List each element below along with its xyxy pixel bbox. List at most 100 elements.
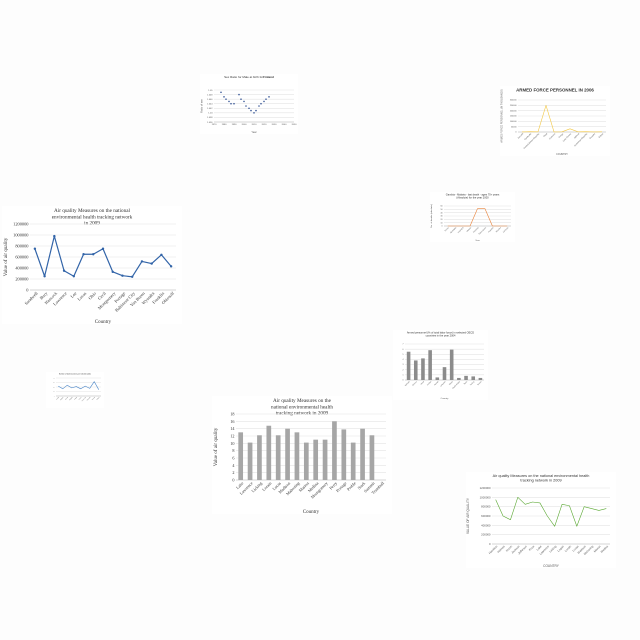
bar — [464, 375, 468, 380]
y-tick-label: 40 — [53, 377, 55, 379]
x-tick-label: Cote d'Ivoire — [562, 132, 573, 143]
bar — [303, 442, 309, 480]
x-tick-label: 2010 — [252, 124, 258, 126]
x-tick-label: Eritrea — [598, 132, 605, 139]
y-tick-label: 3 — [403, 364, 404, 366]
x-axis-label: Year — [251, 130, 256, 134]
line-point — [53, 234, 56, 238]
x-tick-label: Meningitis — [449, 226, 457, 234]
x-tick-label: Congo — [559, 133, 565, 139]
bar — [247, 442, 253, 480]
x-tick-label: Licking — [548, 544, 557, 553]
bar — [350, 442, 356, 480]
scatter-point — [265, 98, 267, 100]
bar — [285, 428, 290, 480]
scatter-point — [240, 98, 242, 100]
bar — [294, 432, 300, 480]
series-line — [447, 208, 508, 227]
y-tick-label: 14 — [230, 426, 235, 431]
y-tick-label: 600000 — [481, 514, 491, 518]
x-tick-label: 1990 — [232, 124, 238, 126]
x-tick-label: Bury — [39, 290, 49, 300]
x-tick-label: Syria — [464, 381, 468, 385]
y-tick-label: 60 — [441, 206, 443, 208]
x-tick-label: Knox — [528, 544, 536, 552]
y-tick-label: 600000 — [15, 255, 29, 260]
scatter-point — [223, 96, 225, 98]
x-tick-label: Huron — [505, 544, 514, 553]
chart-svg: Air quality Measures on the national env… — [466, 474, 610, 568]
y-tick-label: 10 — [230, 441, 234, 446]
x-tick-label: Lucas — [271, 480, 282, 491]
chart-svg: Gambia - Malaria - last death - ages 70+… — [430, 193, 511, 242]
chart-svg: ARMED FORCE PERSONNEL IN 2006 0 50000 10000… — [500, 87, 606, 156]
scatter-point — [220, 91, 222, 94]
x-tick-label: Stark — [356, 480, 366, 490]
x-tick-label: 2000 — [242, 124, 248, 126]
x-axis-label: Country — [95, 320, 112, 325]
y-tick-label: 400000 — [15, 266, 29, 271]
chart-title: Air quality Measures on the national envi… — [271, 398, 333, 416]
y-tick-label: 1.04 — [208, 113, 213, 115]
scatter-point — [263, 100, 265, 103]
x-tick-label: Malaria — [466, 227, 472, 233]
x-tick-label: Lucas — [571, 544, 580, 553]
bar — [435, 377, 440, 380]
bar — [322, 439, 328, 480]
y-tick-label: 2 — [403, 369, 404, 371]
x-tick-label: Lorain — [261, 480, 273, 492]
x-tick-label: Comoros — [549, 133, 556, 140]
y-tick-label: 1.048 — [207, 94, 213, 96]
y-tick-label: 18 — [230, 411, 234, 416]
y-tick-label: 1 — [403, 374, 404, 376]
y-tick-label: 0 — [26, 288, 29, 293]
x-tick-label: Lee — [69, 291, 77, 299]
x-tick-label: Belgium — [60, 397, 64, 401]
y-tick-label: 6 — [232, 455, 234, 460]
x-tick-label: Estonia — [91, 396, 96, 401]
line-point — [150, 262, 153, 265]
line-point — [82, 253, 85, 256]
y-tick-label: 50000 — [511, 126, 517, 128]
y-tick-label: 100000 — [510, 121, 518, 123]
x-tick-label: Yemen — [477, 381, 482, 386]
bar — [369, 435, 375, 480]
x-tick-label: Perry — [328, 480, 339, 491]
bar — [332, 421, 337, 480]
x-tick-label: Bahrain — [405, 381, 411, 387]
y-tick-label: 50 — [441, 209, 443, 211]
bar — [341, 429, 347, 480]
y-tick-label: 0 — [54, 395, 55, 397]
scatter-point — [225, 98, 227, 100]
x-tick-label: Lawrence — [539, 544, 551, 556]
x-tick-label: 1980 — [222, 124, 228, 126]
y-tick-label: 4 — [403, 359, 404, 361]
y-tick-label: 250000 — [510, 105, 518, 107]
y-tick-label: 2 — [232, 470, 234, 475]
y-tick-label: 400000 — [481, 523, 491, 527]
chart-armed-personnel-bar: Armed personnel (% of total labor force)… — [393, 330, 488, 400]
x-tick-label: Czech Rep — [81, 396, 87, 402]
x-tick-label: Oman — [449, 381, 454, 386]
x-tick-label: Hepatitis — [487, 226, 494, 233]
x-tick-label: Stroke — [444, 226, 450, 232]
scatter-point — [248, 107, 250, 110]
y-tick-label: 1200000 — [480, 486, 491, 490]
x-tick-label: 2040 — [282, 124, 288, 126]
chart-svg: Armed personnel (% of total labor force)… — [403, 331, 484, 400]
x-tick-label: Lake — [235, 481, 245, 491]
y-tick-label: 10 — [53, 391, 55, 393]
scatter-point — [230, 102, 232, 105]
y-tick-label: 200000 — [481, 533, 491, 537]
line-point — [131, 275, 134, 278]
x-tick-label: Preble — [346, 481, 357, 492]
x-tick-label: 2030 — [272, 124, 278, 126]
bar — [406, 351, 411, 380]
line-point — [169, 265, 173, 268]
y-tick-label: 200000 — [15, 277, 29, 282]
x-axis-label: Year — [475, 239, 480, 242]
x-tick-label: Turkey — [470, 381, 475, 386]
chart-title: Armed personnel (% of total labor force)… — [407, 331, 474, 338]
scatter-point — [238, 93, 240, 96]
y-axis-label: Value of air quality — [4, 237, 9, 276]
